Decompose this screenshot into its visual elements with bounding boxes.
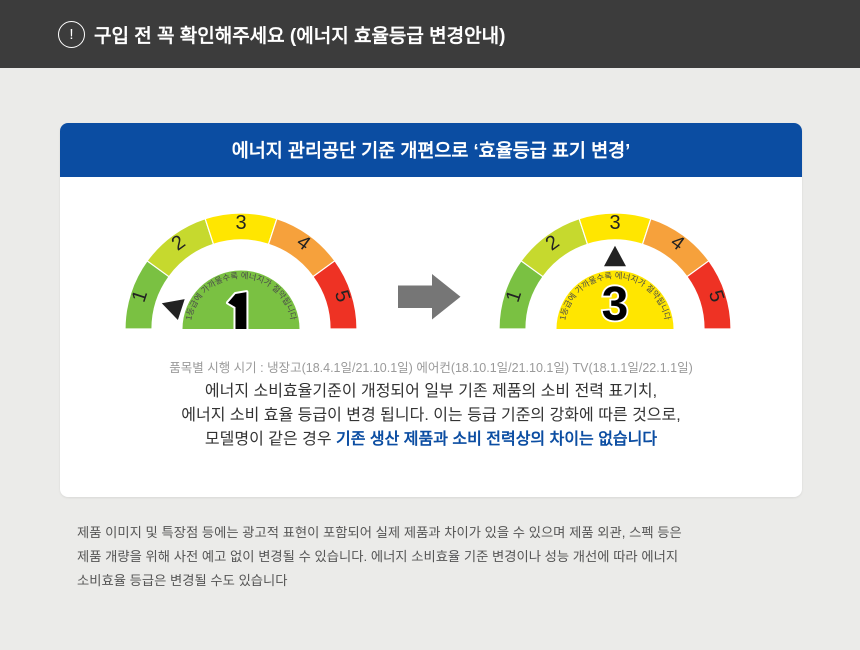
svg-text:3: 3: [235, 212, 246, 234]
svg-text:3: 3: [609, 212, 620, 234]
svg-text:3: 3: [602, 278, 629, 331]
